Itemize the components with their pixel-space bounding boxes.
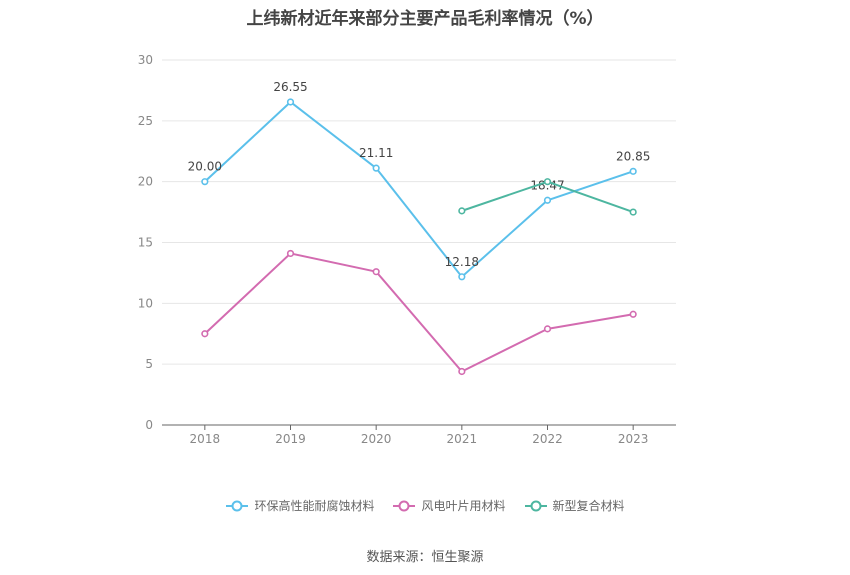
legend-swatch-marker-2 <box>530 500 541 511</box>
data-point <box>629 310 637 318</box>
y-tick-label: 10 <box>138 296 153 310</box>
data-point <box>201 178 209 186</box>
data-point <box>372 268 380 276</box>
y-tick-label: 5 <box>145 357 153 371</box>
y-tick-label: 30 <box>138 53 153 67</box>
legend-item-series-2[interactable]: 新型复合材料 <box>524 497 625 514</box>
data-point <box>201 330 209 338</box>
data-label: 12.18 <box>445 255 479 269</box>
x-tick-label: 2023 <box>618 432 649 446</box>
legend-label: 环保高性能耐腐蚀材料 <box>254 499 375 513</box>
legend-swatch-icon <box>393 500 416 511</box>
legend-swatch-icon <box>524 500 547 511</box>
x-tick-label: 2018 <box>190 432 221 446</box>
data-source: 数据来源：恒生聚源 <box>366 550 484 565</box>
legend-swatch-icon <box>226 500 249 511</box>
legend-swatch-marker-1 <box>398 500 410 511</box>
x-tick-label: 2022 <box>532 432 563 446</box>
data-label: 21.11 <box>359 146 393 160</box>
legend-swatch-marker-0 <box>231 500 243 511</box>
legend-label: 风电叶片用材料 <box>421 499 506 513</box>
data-point <box>286 249 295 258</box>
data-point <box>458 273 466 281</box>
data-point <box>629 167 637 175</box>
x-tick-label: 2021 <box>447 432 478 446</box>
data-point <box>543 325 552 333</box>
y-tick-label: 0 <box>145 418 153 432</box>
y-tick-label: 15 <box>138 236 153 250</box>
chart-title: 上纬新材近年来部分主要产品毛利率情况（%） <box>246 9 604 29</box>
data-point <box>286 98 295 106</box>
series-line-0 <box>204 100 634 278</box>
data-point <box>372 164 380 172</box>
legend-item-series-0[interactable]: 环保高性能耐腐蚀材料 <box>225 497 374 514</box>
x-tick-label: 2019 <box>275 432 306 446</box>
y-tick-label: 25 <box>138 114 153 128</box>
data-label: 18.47 <box>530 178 564 192</box>
data-label: 20.00 <box>188 160 222 174</box>
series-line-1 <box>204 252 634 373</box>
legend-item-series-1[interactable]: 风电叶片用材料 <box>392 497 506 514</box>
data-label: 26.55 <box>273 80 307 94</box>
chart-legend: 环保高性能耐腐蚀材料 风电叶片用材料 新型复合材料 <box>0 497 850 514</box>
legend-label: 新型复合材料 <box>552 499 625 513</box>
data-point <box>543 196 552 204</box>
data-label: 20.85 <box>616 149 650 163</box>
x-tick-label: 2020 <box>361 432 392 446</box>
data-point <box>458 367 466 376</box>
data-point <box>543 178 552 186</box>
data-point <box>629 208 637 216</box>
data-point <box>458 207 466 215</box>
y-tick-label: 20 <box>138 175 153 189</box>
